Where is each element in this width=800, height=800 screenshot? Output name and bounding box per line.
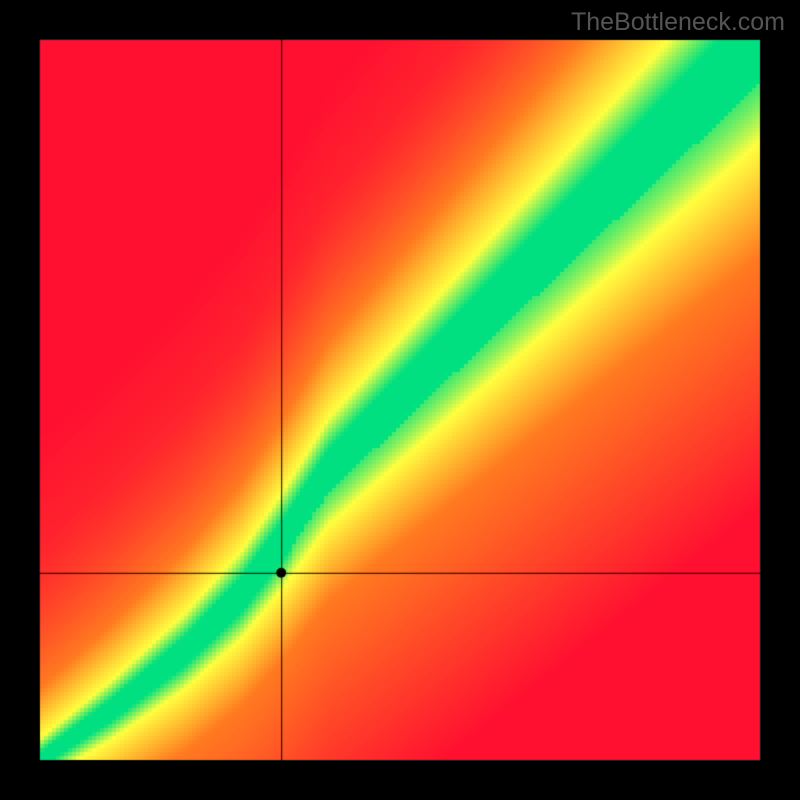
- frame-overlay-canvas: [0, 0, 800, 800]
- watermark-text: TheBottleneck.com: [571, 8, 785, 37]
